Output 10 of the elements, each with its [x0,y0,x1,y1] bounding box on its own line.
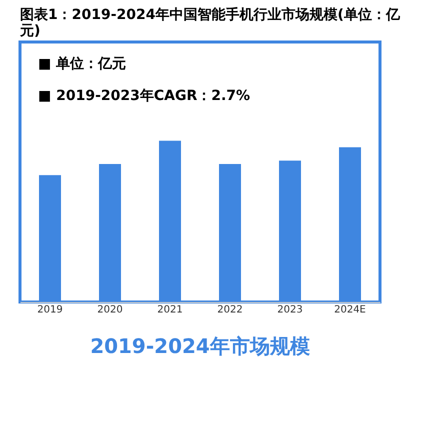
x-tick-label: 2020 [97,304,123,316]
x-tick-label: 2021 [157,304,183,316]
x-tick-label: 2024E [334,304,366,316]
text: 2019-2024年市场规模 [90,334,310,358]
x-tick-label: 2022 [217,304,243,316]
x-tick-label: 2023 [277,304,303,316]
x-tick-label: 2019 [37,304,63,316]
text: ■ 2019-2023年CAGR：2.7% [38,88,250,104]
chart-title: 图表1：2019-2024年中国智能手机行业市场规模(单位：亿元) [19,6,401,39]
text: ■ 单位：亿元 [38,56,126,72]
